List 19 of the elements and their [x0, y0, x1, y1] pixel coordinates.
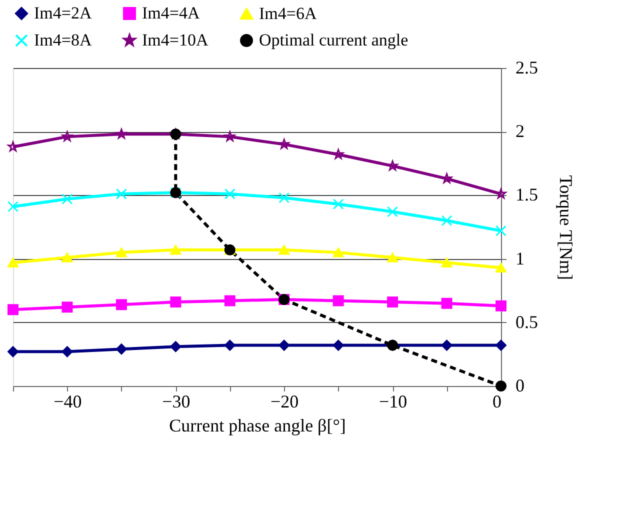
legend-label: Optimal current angle — [259, 30, 408, 50]
legend-label: Im4=10A — [142, 30, 209, 50]
y-tick-label: 0 — [516, 376, 524, 396]
x-tick-label: −10 — [378, 392, 408, 412]
y-tick-label: 2.5 — [516, 58, 538, 78]
legend-label: Im4=6A — [259, 4, 318, 23]
x-axis-title: Current phase angle β[°] — [169, 416, 346, 436]
x-tick-label: −40 — [54, 392, 82, 412]
y-tick-label: 1 — [516, 248, 524, 268]
y-axis-title: Torque T[Nm] — [556, 175, 576, 280]
x-tick-label: −30 — [162, 392, 190, 412]
x-tick-label: −20 — [270, 392, 299, 412]
legend-label: Im4=8A — [34, 30, 92, 50]
y-tick-label: 0.5 — [516, 312, 538, 332]
x-tick-label: 0 — [492, 392, 502, 412]
y-tick-label: 2 — [516, 121, 524, 142]
y-tick-label: 1.5 — [516, 184, 538, 205]
legend-label: Im4=2A — [34, 4, 92, 23]
legend-label: Im4=4A — [142, 4, 200, 23]
